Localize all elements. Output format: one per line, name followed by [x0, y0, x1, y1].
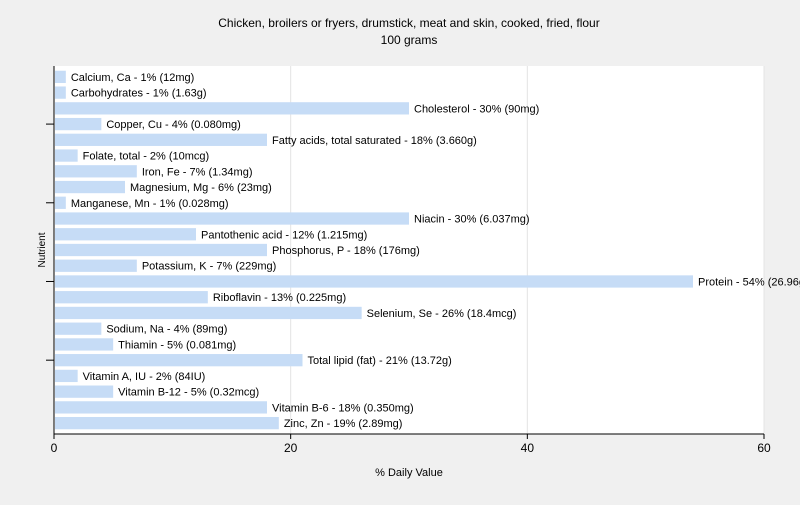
bar [55, 70, 66, 84]
bar-label: Sodium, Na - 4% (89mg) [106, 324, 227, 336]
bar [55, 369, 78, 383]
bar [55, 385, 114, 398]
bar-label: Manganese, Mn - 1% (0.028mg) [71, 198, 229, 210]
bar-label: Protein - 54% (26.96g) [698, 276, 800, 288]
bar-label: Calcium, Ca - 1% (12mg) [71, 72, 194, 84]
bar-label: Iron, Fe - 7% (1.34mg) [142, 166, 253, 178]
bar [55, 291, 208, 304]
bar-labels: Calcium, Ca - 1% (12mg) Carbohydrates - 1… [71, 72, 800, 430]
bar [55, 275, 693, 288]
bar [55, 243, 267, 257]
bar-label: Magnesium, Mg - 6% (23mg) [130, 182, 272, 194]
x-tick-label: 20 [284, 441, 298, 455]
bar [55, 133, 267, 146]
bar [55, 416, 279, 430]
bar-label: Zinc, Zn - 19% (2.89mg) [284, 418, 403, 430]
bar-label: Carbohydrates - 1% (1.63g) [71, 88, 207, 100]
bar-label: Fatty acids, total saturated - 18% (3.66… [272, 135, 477, 147]
bar-label: Selenium, Se - 26% (18.4mcg) [367, 308, 517, 320]
x-axis-label: % Daily Value [375, 467, 443, 479]
bar-label: Vitamin B-12 - 5% (0.32mcg) [118, 387, 259, 399]
x-tick-label: 0 [51, 441, 58, 455]
bar [55, 401, 267, 414]
y-axis-label: Nutrient [37, 232, 48, 267]
bar [55, 180, 125, 194]
bar [55, 149, 78, 162]
bar-label: Vitamin B-6 - 18% (0.350mg) [272, 402, 414, 414]
x-tick-label: 60 [757, 441, 771, 455]
bar [55, 102, 409, 115]
bar-label: Phosphorus, P - 18% (176mg) [272, 245, 420, 257]
bar-label: Pantothenic acid - 12% (1.215mg) [201, 229, 367, 241]
bar-label: Vitamin A, IU - 2% (84IU) [83, 371, 206, 383]
bar-label: Niacin - 30% (6.037mg) [414, 214, 530, 226]
x-tick-label: 40 [521, 441, 535, 455]
bar [55, 306, 362, 320]
grid-lines [290, 66, 765, 434]
chart-title: Chicken, broilers or fryers, drumstick, … [218, 16, 599, 30]
bar-label: Thiamin - 5% (0.081mg) [118, 339, 236, 351]
bar [55, 338, 114, 351]
axes [46, 66, 765, 439]
bar-label: Folate, total - 2% (10mcg) [83, 151, 210, 163]
bar-label: Total lipid (fat) - 21% (13.72g) [308, 355, 452, 367]
bar-label: Potassium, K - 7% (229mg) [142, 261, 276, 273]
bar [55, 322, 102, 335]
x-tick-labels: 0 20 40 60 [51, 441, 771, 455]
bar-label: Cholesterol - 30% (90mg) [414, 103, 539, 115]
bar-label: Copper, Cu - 4% (0.080mg) [106, 119, 241, 131]
bar [55, 117, 102, 131]
bars [55, 70, 693, 430]
bar [55, 212, 409, 225]
bar [55, 259, 137, 272]
bar [55, 354, 303, 367]
bar [55, 228, 196, 241]
bar [55, 196, 66, 209]
chart-subtitle: 100 grams [381, 33, 438, 47]
bar [55, 86, 66, 99]
bar [55, 165, 137, 178]
bar-label: Riboflavin - 13% (0.225mg) [213, 292, 346, 304]
